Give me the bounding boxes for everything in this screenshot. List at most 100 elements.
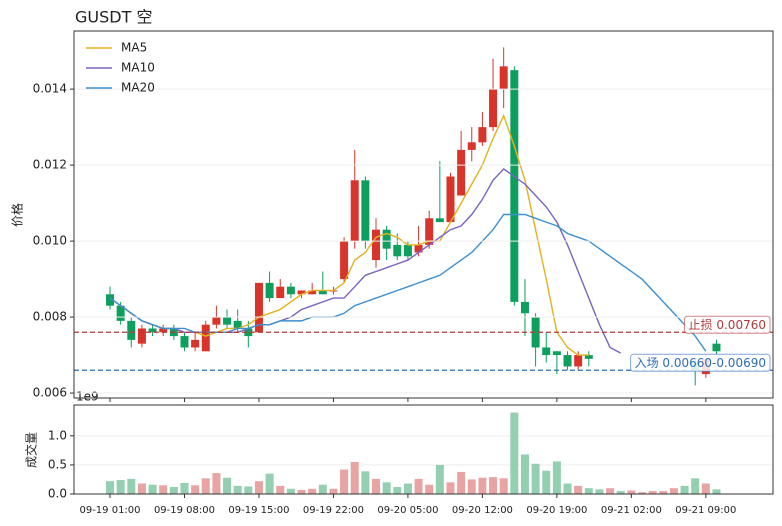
volume-bar (467, 479, 476, 494)
candle-body (308, 290, 317, 295)
candle-body (478, 127, 487, 143)
volume-bar (276, 485, 285, 494)
volume-bar (254, 481, 263, 494)
volume-bar (106, 481, 114, 494)
x-tick-label: 09-19 22:00 (303, 505, 364, 516)
candle-body (276, 286, 285, 299)
candle-body (414, 244, 423, 253)
volume-bar (712, 489, 721, 494)
volume-bar (137, 483, 146, 494)
y-tick-label: 0.006 (33, 386, 67, 400)
volume-bar (382, 482, 391, 494)
level-label-box (684, 315, 771, 334)
volume-bar (244, 486, 253, 494)
price-plot (106, 47, 721, 386)
candle-body (489, 89, 498, 128)
candle-body (265, 282, 274, 299)
x-tick-label: 09-19 01:00 (79, 505, 140, 516)
legend-label: MA10 (121, 61, 155, 75)
legend-label: MA20 (121, 81, 155, 95)
volume-bar (701, 483, 710, 494)
candle-body (340, 241, 349, 280)
volume-bar (361, 471, 370, 494)
volume-bar (510, 412, 519, 494)
candle-body (318, 290, 327, 295)
volume-bar (680, 485, 689, 494)
volume-bar (318, 484, 327, 494)
volume-bar (627, 490, 636, 494)
volume-bar (191, 485, 200, 494)
volume-bar (403, 483, 412, 494)
volume-bar (499, 478, 508, 494)
candle-body (223, 317, 232, 325)
x-tick-label: 09-21 02:00 (601, 505, 662, 516)
candle-body (372, 229, 380, 261)
candle-body (361, 180, 370, 242)
candle-body (457, 149, 466, 196)
volume-bar (159, 485, 168, 494)
candle-body (382, 229, 391, 249)
volume-bar (638, 492, 646, 494)
volume-bar (169, 487, 178, 494)
volume-bar (148, 484, 157, 494)
volume-bar (435, 464, 444, 494)
volume-bar (297, 489, 306, 494)
volume-bar (552, 461, 561, 494)
volume-bar (531, 463, 540, 494)
volume-bar (446, 482, 455, 494)
volume-bar (574, 485, 583, 494)
volume-bar (127, 478, 136, 494)
y-tick-label: 0.014 (33, 82, 67, 96)
candle-body (148, 328, 157, 333)
candle-body (446, 176, 455, 223)
candle-body (180, 336, 189, 348)
volume-bar (180, 482, 189, 494)
volume-bar (478, 477, 487, 494)
candle-body (244, 328, 253, 337)
y-tick-label: 0.0 (48, 487, 67, 501)
x-tick-label: 09-20 12:00 (452, 505, 513, 516)
volume-bar (648, 491, 657, 494)
volume-bar (520, 454, 529, 494)
plot-frame (73, 404, 774, 495)
volume-bar (425, 484, 434, 494)
volume-bar (329, 488, 338, 494)
volume-bar (286, 488, 295, 494)
candle-body (297, 290, 306, 295)
volume-axis-label: 成交量 (24, 432, 39, 468)
chart-title: GUSDT 空 (75, 8, 152, 27)
volume-bar (223, 477, 232, 494)
volume-bar (606, 488, 615, 494)
candle-body (233, 320, 242, 329)
volume-bar (659, 491, 668, 494)
x-tick-label: 09-19 15:00 (228, 505, 289, 516)
candle-body (425, 218, 434, 245)
volume-bar (116, 480, 125, 494)
volume-bar (372, 478, 380, 494)
volume-bar (563, 483, 572, 494)
volume-bar (616, 491, 625, 494)
volume-bar (584, 488, 593, 494)
candle-body (712, 343, 721, 352)
volume-bar (691, 478, 700, 494)
candle-body (159, 328, 168, 333)
volume-bar (489, 477, 498, 494)
y-tick-label: 0.012 (33, 158, 67, 172)
volume-bar (201, 478, 210, 494)
y-tick-label: 0.008 (33, 310, 67, 324)
candle-body (574, 355, 583, 367)
candle-body (137, 328, 146, 344)
candle-body (116, 305, 125, 321)
candle-body (254, 282, 263, 333)
candle-body (510, 70, 519, 302)
candle-body (286, 286, 295, 295)
candle-body (127, 320, 136, 340)
level-label-box (630, 353, 771, 372)
candle-body (106, 294, 114, 306)
level-label: 止损 0.00760 (689, 318, 766, 332)
candle-body (520, 301, 529, 314)
volume-bar (340, 469, 349, 494)
candle-body (191, 339, 200, 348)
